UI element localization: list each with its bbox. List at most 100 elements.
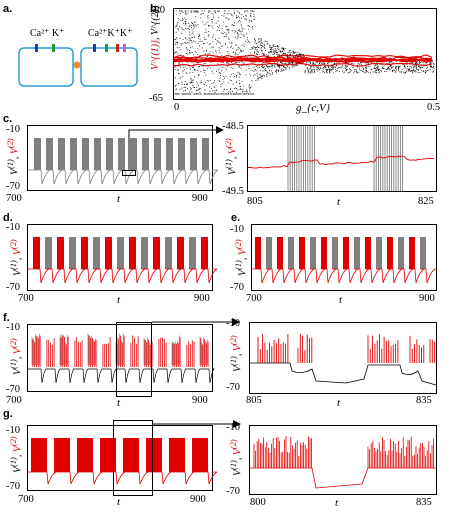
- burst-1: [45, 237, 52, 269]
- panel-c-right-x-label: t: [337, 196, 341, 208]
- v2-sup: (2): [224, 138, 233, 149]
- panel-g-letter: g.: [3, 408, 13, 420]
- panel-c-left-x-label: t: [117, 193, 121, 205]
- v1-sup: (1): [6, 159, 15, 169]
- zoom-spikes-0: [287, 126, 315, 191]
- burst-6: [106, 138, 113, 170]
- burst-5: [94, 138, 101, 170]
- burst-10: [154, 138, 161, 170]
- spikes-red: [32, 335, 209, 367]
- burst-0: [34, 138, 41, 170]
- panel-e-y-bottom: -70: [230, 282, 244, 293]
- burst-14: [409, 237, 415, 269]
- burst-5: [146, 438, 162, 472]
- panel-g-right-y-bottom: -70: [226, 486, 240, 497]
- zoom-red-base: [250, 467, 436, 489]
- panel-f-zoom-arrow: [152, 318, 240, 326]
- panel-f-zoom-box: [116, 322, 152, 397]
- burst-0: [31, 438, 47, 472]
- v2-sup: (2): [9, 239, 18, 250]
- burst-3: [100, 438, 116, 472]
- panel-f-right-x-label: t: [337, 397, 341, 409]
- panel-d-x-left: 700: [18, 293, 34, 304]
- panel-f-letter: f.: [3, 312, 10, 324]
- v2-sup: (2): [229, 335, 238, 346]
- panel-f-left-x-right: 900: [192, 395, 208, 406]
- v2-label: V: [237, 249, 249, 256]
- panel-g-zoom-arrow: [153, 420, 241, 428]
- v1-sup: (1): [229, 356, 238, 366]
- burst-13: [398, 237, 404, 269]
- panel-e-letter: e.: [231, 212, 241, 224]
- panel-c-right-x-right: 825: [418, 196, 434, 207]
- panel-b-scatter: [173, 10, 435, 95]
- panel-c-right-frame: [247, 125, 437, 192]
- panel-g-right-x-right: 835: [416, 497, 432, 508]
- v1-sup: (1): [9, 359, 18, 369]
- scatter-black: [174, 10, 435, 95]
- panel-d-x-right: 900: [194, 293, 210, 304]
- panel-f-right-y-label: V(1), V(2): [229, 335, 244, 372]
- burst-2: [77, 438, 93, 472]
- panel-f-right-x-left: 805: [246, 395, 262, 406]
- panel-c-left-trace: [28, 138, 219, 185]
- burst-6: [321, 237, 327, 269]
- panel-c-right-trace: [247, 126, 435, 191]
- burst-5: [310, 237, 316, 269]
- panel-g-left-x-left: 700: [18, 494, 34, 505]
- burst-12: [178, 138, 185, 170]
- panel-c-right-y-label: V(1), V(2): [224, 138, 239, 175]
- subthreshold-line: [28, 471, 218, 485]
- v1-label: V: [9, 168, 21, 175]
- subthreshold-line: [28, 268, 218, 284]
- panel-g-right-x-left: 800: [250, 497, 266, 508]
- burst-13: [189, 237, 196, 269]
- burst-3: [69, 237, 76, 269]
- burst-7: [192, 438, 208, 472]
- v1-sup: (1): [229, 460, 238, 470]
- panel-f-right-y-bottom: -70: [226, 382, 240, 393]
- panel-d-y-top: -10: [6, 222, 20, 233]
- burst-4: [81, 237, 88, 269]
- panel-e-trace: [252, 237, 436, 284]
- panel-g-left-x-right: 900: [190, 494, 206, 505]
- panel-g-zoom-box: [113, 420, 153, 496]
- panel-c-left-y-top: -10: [6, 124, 20, 135]
- panel-f-right-frame: [249, 322, 437, 394]
- panel-f-left-y-label: V(1), V(2): [9, 338, 24, 375]
- panel-b-letter: b.: [150, 3, 160, 15]
- right-cell-ion-label: Ca²⁺K⁺K⁺: [88, 28, 133, 39]
- v2-label: V: [232, 345, 244, 352]
- panel-e-frame: [251, 224, 437, 291]
- burst-1: [266, 237, 272, 269]
- panel-b-frame: [173, 8, 437, 100]
- v2-sup: (2): [234, 239, 243, 250]
- panel-b-y-bottom: -65: [149, 93, 163, 104]
- panel-e-y-top: -10: [230, 224, 244, 235]
- v2-label: V: [227, 148, 239, 155]
- panel-c-zoom-arrow: [128, 126, 224, 170]
- zoom-red-spikes: [257, 333, 436, 363]
- burst-11: [166, 138, 173, 170]
- v1-label: V: [12, 269, 24, 276]
- burst-14: [201, 237, 208, 269]
- burst-2: [277, 237, 283, 269]
- panel-f-right-trace: [250, 333, 437, 386]
- burst-8: [343, 237, 349, 269]
- burst-12: [387, 237, 393, 269]
- v2-label: V: [9, 148, 21, 155]
- panel-g-right-frame: [249, 425, 437, 495]
- burst-14: [202, 138, 209, 170]
- panel-c-left-y-label: V(1), V(2): [6, 138, 21, 175]
- subthreshold-line: [252, 268, 436, 284]
- panel-d-y-label: V(1), V(2): [9, 239, 24, 276]
- panel-d-trace: [28, 237, 218, 284]
- burst-2: [58, 138, 65, 170]
- v1-sup: (1): [224, 159, 233, 169]
- burst-0: [255, 237, 261, 269]
- panel-e-x-label: t: [339, 294, 343, 306]
- scatter-red: [173, 54, 433, 67]
- burst-0: [33, 237, 40, 269]
- panel-c-right-x-left: 805: [247, 196, 263, 207]
- panel-d-y-bottom: -70: [6, 282, 20, 293]
